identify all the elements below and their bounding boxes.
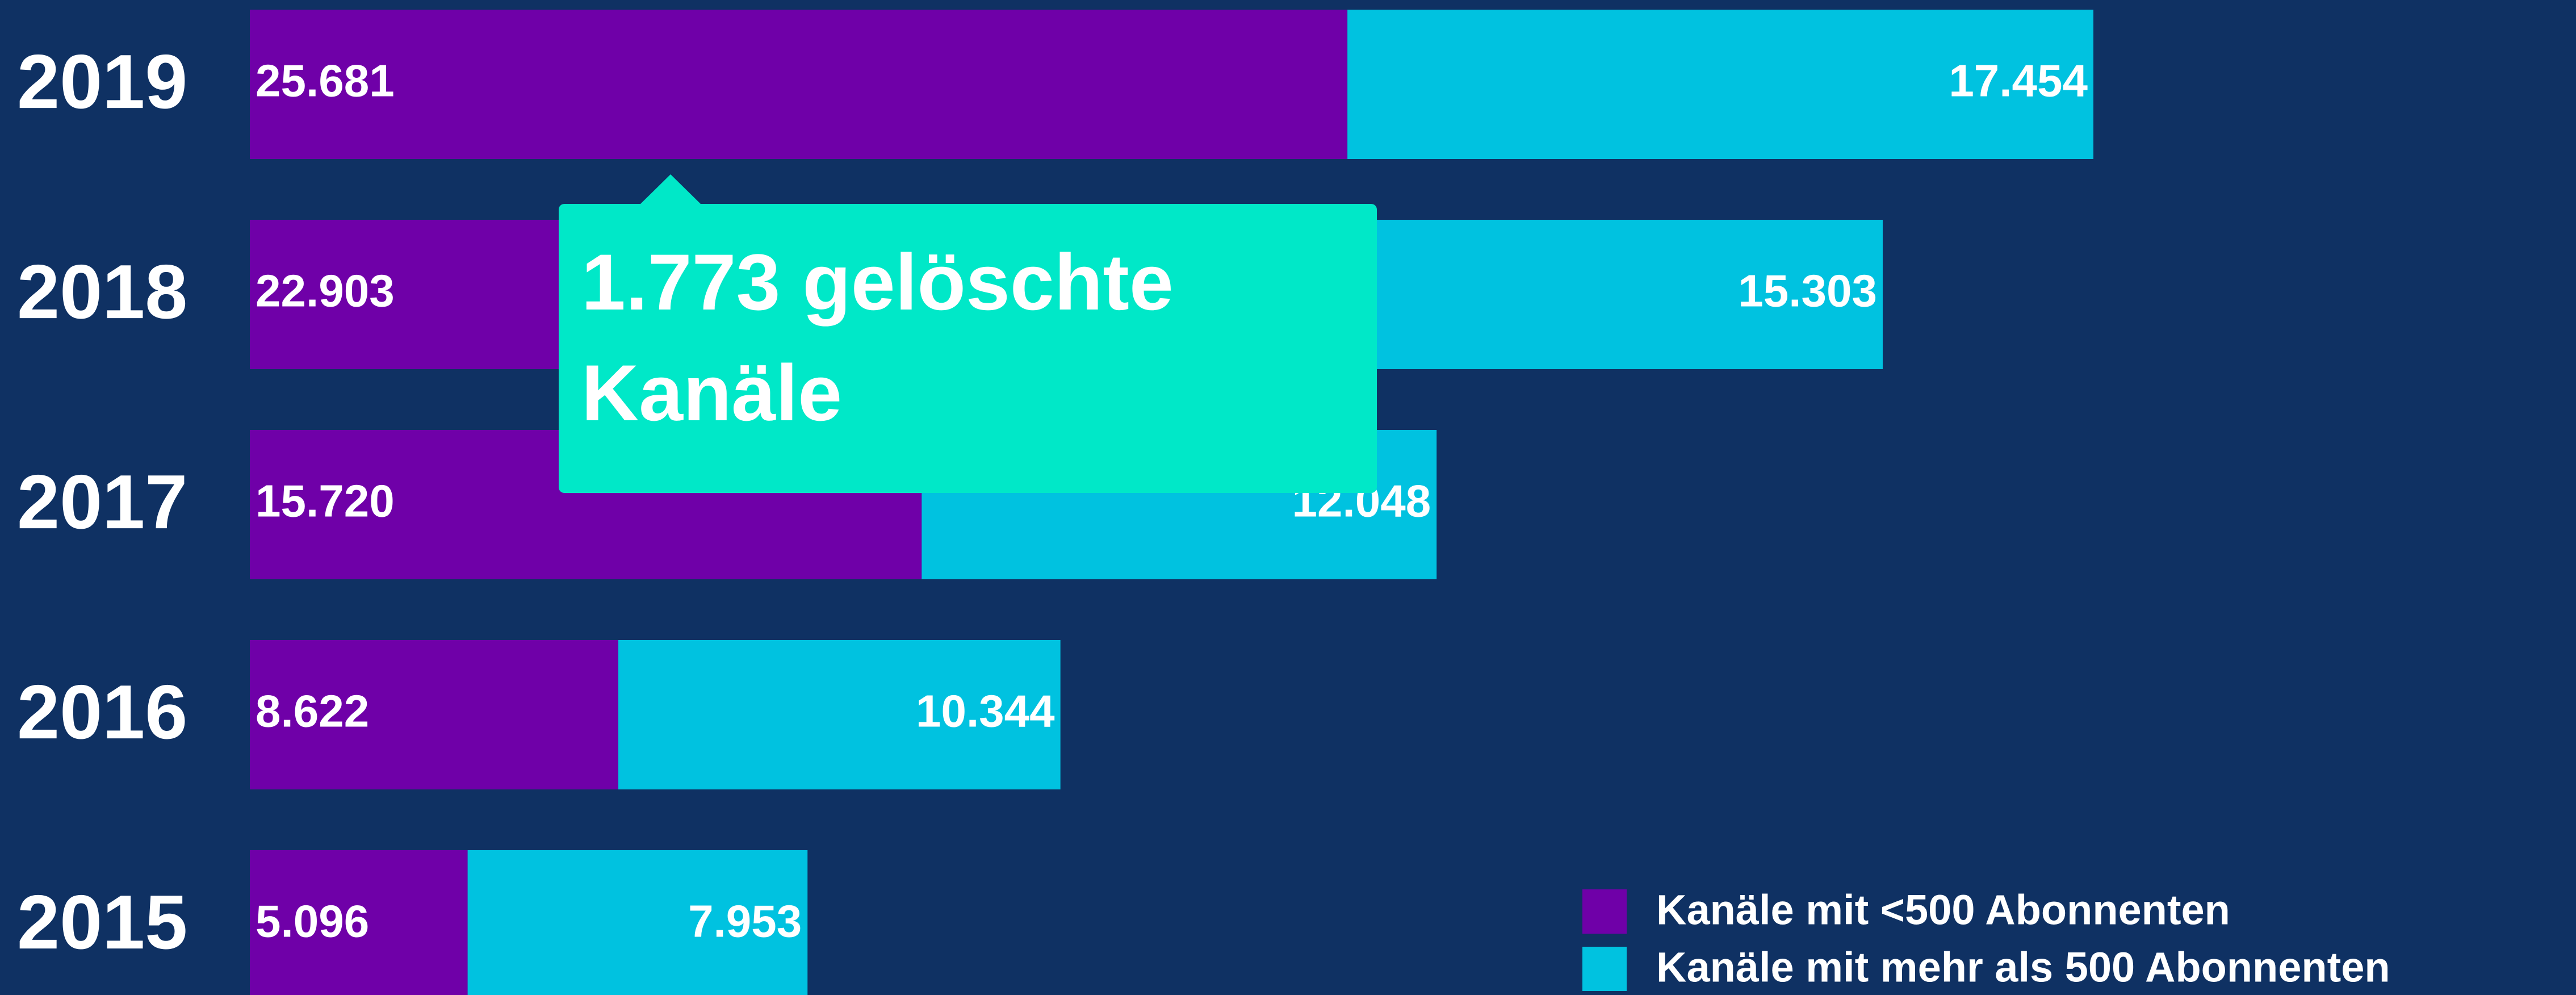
bar-segment [467, 850, 808, 995]
value-label: 22.903 [255, 266, 395, 316]
y-tick-label: 2017 [17, 459, 187, 545]
value-label: 5.096 [255, 896, 369, 947]
value-label: 15.303 [1738, 266, 1877, 316]
annotation-pointer [639, 174, 702, 206]
y-tick-label: 2018 [17, 249, 187, 335]
y-tick-label: 2019 [17, 39, 187, 124]
bar-segment [1347, 10, 2093, 159]
y-tick-label: 2015 [17, 879, 187, 965]
bar-segment [250, 10, 1348, 159]
bar-segment [250, 640, 619, 789]
bar-segment [618, 640, 1061, 789]
value-label: 25.681 [255, 56, 395, 106]
value-label: 7.953 [688, 896, 802, 947]
legend-swatch [1582, 947, 1627, 991]
value-label: 10.344 [916, 686, 1055, 737]
annotation: 1.773 gelöschte Kanäle [559, 204, 1377, 493]
bar-segment [250, 850, 468, 995]
legend-label: Kanäle mit <500 Abonnenten [1656, 887, 2230, 934]
legend-label: Kanäle mit mehr als 500 Abonnenten [1656, 944, 2390, 991]
value-label: 8.622 [255, 686, 369, 737]
legend-swatch [1582, 889, 1627, 934]
value-label: 15.720 [255, 476, 395, 526]
y-tick-label: 2016 [17, 669, 187, 755]
value-label: 17.454 [1949, 56, 2088, 106]
